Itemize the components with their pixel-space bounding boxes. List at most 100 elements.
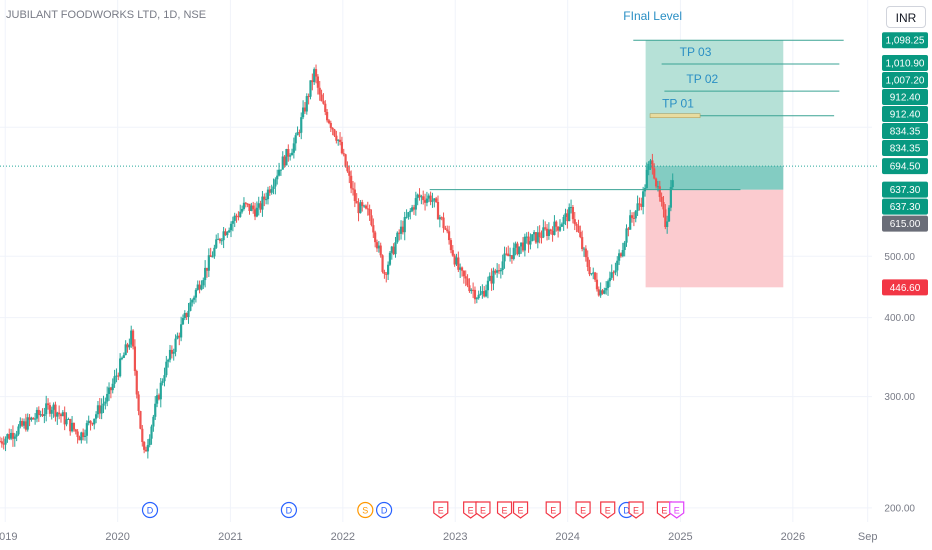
time-axis[interactable]: 2019 2020 2021 2022 2023 2024 2025 2026 Sep <box>0 531 877 543</box>
candle-body <box>669 187 672 208</box>
candle-body <box>220 240 223 242</box>
candle-body <box>176 335 179 339</box>
candle-body <box>340 141 344 154</box>
candle-body <box>115 375 118 377</box>
candle-body <box>660 196 663 202</box>
candle-body <box>144 449 148 452</box>
candle-body <box>15 434 18 437</box>
candle-body <box>128 344 131 348</box>
candle-body <box>566 213 569 222</box>
earnings-marker <box>628 501 644 519</box>
candle-body <box>630 215 634 218</box>
candle-body <box>58 412 61 415</box>
candle-body <box>667 207 671 222</box>
candle-body <box>654 178 658 187</box>
split-marker <box>357 501 374 519</box>
candle-body <box>569 206 573 208</box>
candle-body <box>464 276 467 279</box>
candle-body <box>621 250 624 257</box>
candle-body <box>137 394 140 412</box>
dividend-marker <box>141 501 159 519</box>
candle-body <box>111 383 114 391</box>
candle-body <box>17 426 20 435</box>
candle-body <box>89 420 92 424</box>
candle-body <box>327 120 331 123</box>
dividend-marker <box>280 501 298 519</box>
earnings-marker <box>545 501 561 519</box>
price-label-bg <box>882 215 928 232</box>
candle-body <box>272 186 275 190</box>
candle-body <box>362 205 366 207</box>
candle-body <box>547 229 550 236</box>
candle-body <box>595 279 599 290</box>
candle-body <box>48 405 51 414</box>
candle-body <box>91 423 94 425</box>
candle-body <box>305 96 308 112</box>
candle-body <box>558 226 562 231</box>
candle-body <box>536 232 539 243</box>
candle-body <box>531 234 534 242</box>
candle-body <box>11 432 15 439</box>
candle-body <box>403 217 406 233</box>
event-label: E <box>550 506 556 516</box>
candle-body <box>46 403 50 406</box>
candle-body <box>579 231 582 238</box>
event-label: E <box>674 506 680 516</box>
candle-body <box>606 281 610 289</box>
candle-body <box>141 428 144 442</box>
candle-body <box>490 275 493 284</box>
candle-body <box>143 441 146 450</box>
candle-body <box>244 202 247 204</box>
candle-body <box>54 404 57 417</box>
candle-body <box>104 401 107 404</box>
price-axis[interactable]: 200.00300.00400.00500.00800.001,098.251,… <box>882 32 928 514</box>
currency-button[interactable]: INR <box>886 6 926 28</box>
price-label: 834.35 <box>890 127 921 138</box>
candle-body <box>309 80 312 97</box>
candle-body <box>394 242 397 255</box>
candle-body <box>401 226 404 233</box>
candle-body <box>178 335 181 338</box>
candle-body <box>289 155 292 157</box>
candle-body <box>518 246 521 255</box>
candle-body <box>538 232 541 238</box>
candle-body <box>331 127 334 130</box>
event-label: E <box>633 506 639 516</box>
tp-label: TP 02 <box>686 72 718 86</box>
candle-body <box>544 227 547 229</box>
candle-body <box>161 381 164 383</box>
candle-body <box>449 240 453 251</box>
candle-body <box>9 432 13 439</box>
candle-body <box>431 200 434 202</box>
x-tick-label: 2021 <box>218 531 242 543</box>
candle-body <box>486 280 490 291</box>
candle-body <box>13 436 16 439</box>
candle-body <box>124 344 127 356</box>
candle-body <box>265 199 268 201</box>
candle-body <box>383 271 386 274</box>
earnings-marker <box>656 501 672 519</box>
candle-body <box>287 148 290 157</box>
candle-body <box>619 253 623 257</box>
candle-body <box>59 414 63 417</box>
candle-body <box>344 154 347 167</box>
x-tick-label: 2024 <box>555 531 579 543</box>
candle-body <box>224 231 227 236</box>
candle-body <box>470 289 473 292</box>
candle-body <box>311 80 314 83</box>
candle-body <box>658 186 661 197</box>
candle-body <box>597 289 600 296</box>
candle-body <box>56 412 59 417</box>
event-label: S <box>362 506 368 516</box>
event-label: D <box>147 506 154 516</box>
candle-body <box>318 87 321 95</box>
candle-body <box>172 351 175 354</box>
candle-body <box>422 196 425 201</box>
price-label: 912.40 <box>890 110 921 121</box>
candles <box>0 64 674 459</box>
candle-body <box>281 156 284 170</box>
candle-body <box>120 357 124 359</box>
candle-body <box>553 221 556 235</box>
candle-body <box>117 375 120 377</box>
